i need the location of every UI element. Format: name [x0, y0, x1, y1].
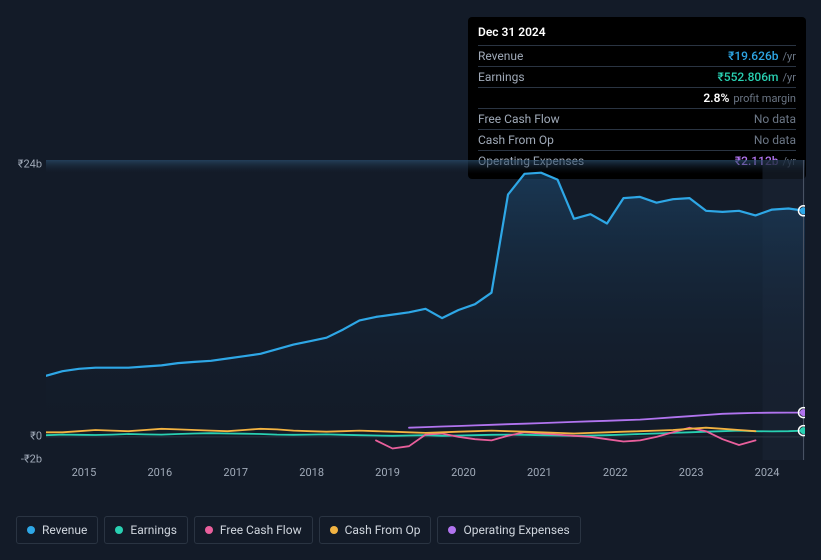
x-axis: 2015 2016 2017 2018 2019 2020 2021 2022 2023 2024 — [46, 462, 805, 484]
x-axis-year: 2016 — [147, 466, 172, 479]
x-axis-year: 2019 — [375, 466, 400, 479]
legend-label: Operating Expenses — [463, 523, 569, 537]
tooltip-row-label: Cash From Op — [478, 133, 554, 147]
x-axis-year: 2024 — [755, 466, 780, 479]
legend-label: Free Cash Flow — [220, 523, 302, 537]
tooltip-date: Dec 31 2024 — [478, 25, 796, 45]
tooltip-row-label: Revenue — [478, 49, 523, 63]
legend-item-earnings[interactable]: Earnings — [104, 516, 188, 544]
chart-plot[interactable] — [46, 160, 805, 460]
legend-dot — [330, 526, 338, 534]
legend-dot — [448, 526, 456, 534]
tooltip-nodata: No data — [754, 133, 796, 147]
tooltip-row-label: Earnings — [478, 70, 525, 84]
tooltip-suffix: /yr — [783, 71, 796, 84]
tooltip-row: 2.8% profit margin — [478, 87, 796, 108]
tooltip-value: ₹552.806m — [718, 70, 779, 84]
x-axis-year: 2023 — [679, 466, 704, 479]
x-axis-year: 2018 — [299, 466, 324, 479]
legend-dot — [27, 526, 35, 534]
y-axis-label-bottom: -₹2b — [21, 453, 42, 466]
tooltip-row: Earnings ₹552.806m/yr — [478, 66, 796, 87]
x-axis-year: 2021 — [527, 466, 552, 479]
legend-dot — [205, 526, 213, 534]
legend-label: Cash From Op — [345, 523, 421, 537]
tooltip-row: Cash From Op No data — [478, 129, 796, 150]
x-axis-year: 2022 — [603, 466, 628, 479]
tooltip-row: Free Cash Flow No data — [478, 108, 796, 129]
x-axis-year: 2015 — [72, 466, 97, 479]
legend: Revenue Earnings Free Cash Flow Cash From O… — [16, 516, 581, 544]
financials-chart[interactable]: ₹24b ₹0 -₹2b 2015 2016 2017 2018 2019 2020 202… — [16, 160, 805, 480]
tooltip-pct: 2.8% — [703, 91, 729, 105]
tooltip-value: ₹19.626b — [728, 49, 778, 63]
legend-item-operating-expenses[interactable]: Operating Expenses — [437, 516, 580, 544]
tooltip-nodata: No data — [754, 112, 796, 126]
legend-item-cash-from-op[interactable]: Cash From Op — [319, 516, 432, 544]
legend-label: Revenue — [42, 523, 87, 537]
tooltip-row-label: Free Cash Flow — [478, 112, 560, 126]
x-axis-year: 2020 — [451, 466, 476, 479]
hover-tooltip: Dec 31 2024 Revenue ₹19.626b/yr Earnings ₹5… — [468, 17, 806, 179]
tooltip-suffix: /yr — [783, 50, 796, 63]
legend-label: Earnings — [130, 523, 177, 537]
x-axis-year: 2017 — [223, 466, 248, 479]
tooltip-row: Revenue ₹19.626b/yr — [478, 45, 796, 66]
legend-item-revenue[interactable]: Revenue — [16, 516, 98, 544]
legend-dot — [115, 526, 123, 534]
y-axis-label-top: ₹24b — [18, 158, 42, 171]
tooltip-pct-note: profit margin — [733, 92, 796, 105]
y-axis-label-zero: ₹0 — [30, 430, 42, 443]
legend-item-free-cash-flow[interactable]: Free Cash Flow — [194, 516, 313, 544]
chart-svg — [46, 160, 805, 460]
